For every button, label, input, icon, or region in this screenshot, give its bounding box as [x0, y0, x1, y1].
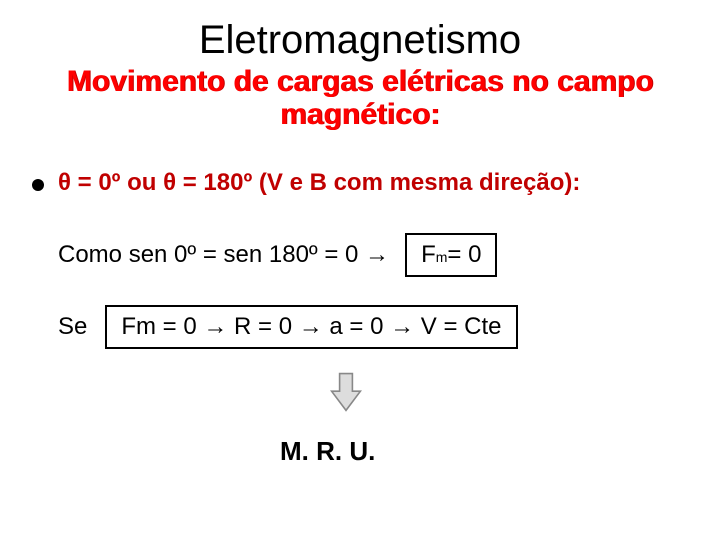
box-fm-zero: Fm = 0 [405, 233, 497, 277]
bullet-row: θ = 0º ou θ = 180º (V e B com mesma dire… [32, 169, 720, 197]
box1-sub: m [436, 249, 448, 265]
mru-label: M. R. U. [280, 436, 720, 467]
slide: Eletromagnetismo Movimento de cargas elé… [0, 18, 720, 558]
equation-line-2: Se Fm = 0 → R = 0 → a = 0 → V = Cte [58, 305, 720, 349]
page-subtitle: Movimento de cargas elétricas no campo m… [30, 65, 690, 131]
box1-rest: = 0 [447, 241, 481, 269]
box1-left: F [421, 241, 436, 269]
bullet-dot-icon [32, 179, 44, 191]
equation-line-1: Como sen 0º = sen 180º = 0 → Fm = 0 [58, 233, 720, 277]
arrow-down-icon [330, 371, 362, 413]
bullet-text: θ = 0º ou θ = 180º (V e B com mesma dire… [58, 169, 580, 197]
page-title: Eletromagnetismo [0, 18, 720, 63]
line1-prefix: Como sen 0º = sen 180º = 0 → [58, 241, 389, 269]
box-chain: Fm = 0 → R = 0 → a = 0 → V = Cte [105, 305, 517, 349]
line2-label: Se [58, 313, 87, 341]
